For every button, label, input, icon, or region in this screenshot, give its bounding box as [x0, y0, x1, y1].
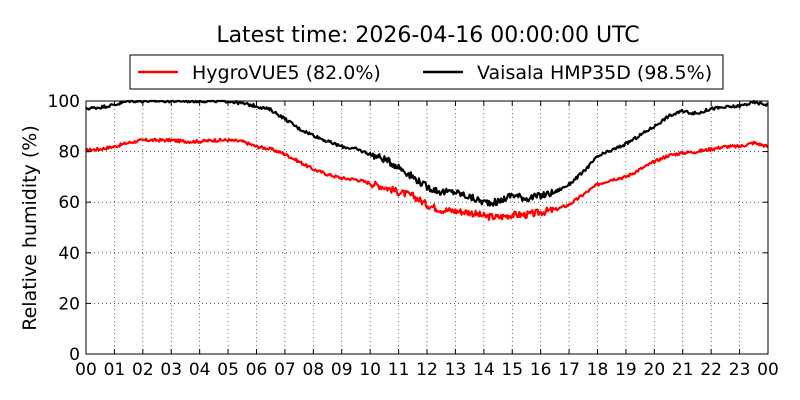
x-tick-label: 04 — [189, 360, 211, 380]
x-tick-label: 09 — [331, 360, 353, 380]
x-tick-label: 12 — [416, 360, 438, 380]
grid-lines — [86, 101, 768, 354]
x-tick-label: 13 — [445, 360, 467, 380]
x-tick-label: 22 — [700, 360, 722, 380]
x-tick-label: 08 — [303, 360, 325, 380]
x-tick-label: 07 — [274, 360, 296, 380]
y-tick-label: 80 — [58, 143, 80, 163]
series-line-hygrovue5 — [85, 137, 769, 221]
x-tick-label: 02 — [132, 360, 154, 380]
x-tick-label: 06 — [246, 360, 268, 380]
x-tick-label: 17 — [558, 360, 580, 380]
legend-label-vaisala: Vaisala HMP35D (98.5%) — [477, 62, 712, 84]
y-tick-label: 60 — [58, 193, 80, 213]
x-tick-label: 05 — [217, 360, 239, 380]
legend: HygroVUE5 (82.0%) Vaisala HMP35D (98.5%) — [129, 54, 724, 90]
legend-label-hygrovue5: HygroVUE5 (82.0%) — [192, 62, 381, 84]
y-tick-label: 20 — [58, 294, 80, 314]
x-tick-label: 03 — [160, 360, 182, 380]
y-tick-label: 40 — [58, 244, 80, 264]
x-tick-label: 10 — [359, 360, 381, 380]
plot-frame — [85, 100, 769, 355]
x-tick-label: 00 — [75, 360, 97, 380]
x-tick-label: 00 — [757, 360, 779, 380]
y-axis-label: Relative humidity (%) — [19, 125, 41, 330]
y-tick-label: 100 — [48, 92, 80, 112]
x-tick-label: 11 — [388, 360, 410, 380]
x-tick-label: 15 — [501, 360, 523, 380]
x-tick-label: 18 — [587, 360, 609, 380]
x-tick-label: 16 — [530, 360, 552, 380]
x-tick-label: 23 — [729, 360, 751, 380]
x-tick-label: 21 — [672, 360, 694, 380]
x-tick-label: 20 — [644, 360, 666, 380]
x-tick-label: 01 — [104, 360, 126, 380]
x-tick-label: 14 — [473, 360, 495, 380]
x-tick-label: 19 — [615, 360, 637, 380]
y-axis: 0 20 40 60 80 100 — [48, 92, 768, 365]
x-axis: 00 01 02 03 04 05 06 07 08 09 10 11 12 13 14 15 16 17 18 19… — [75, 101, 779, 380]
y-tick-label: 0 — [69, 345, 80, 365]
chart-title: Latest time: 2026-04-16 00:00:00 UTC — [216, 23, 639, 48]
